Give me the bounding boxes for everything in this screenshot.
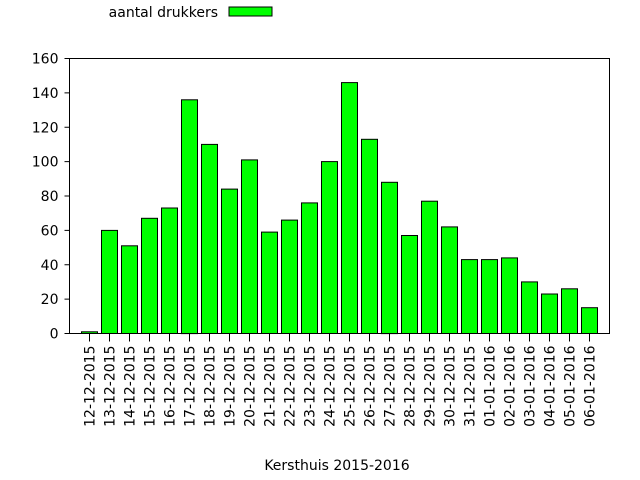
bar-28-12-2015 [401, 235, 418, 334]
bar-17-12-2015 [181, 99, 198, 335]
bar-04-01-2016 [541, 293, 558, 334]
bar-27-12-2015 [381, 181, 398, 335]
y-tick-label: 60 [41, 223, 59, 239]
bar-23-12-2015 [301, 202, 318, 334]
x-tick-label: 17-12-2015 [183, 346, 199, 427]
y-tick-label: 160 [32, 52, 59, 68]
bar-18-12-2015 [201, 143, 218, 334]
x-tick-label: 22-12-2015 [283, 346, 299, 427]
x-tick-label: 26-12-2015 [363, 346, 379, 427]
x-tick-label: 31-12-2015 [463, 346, 479, 427]
legend-label: aantal drukkers [109, 5, 218, 21]
y-tick-label: 140 [32, 86, 59, 102]
y-axis: 0 20 40 60 80 100 120 140 160 [32, 52, 70, 343]
x-axis: 12-12-2015 13-12-2015 14-12-2015 15-12-2015… [83, 333, 599, 427]
x-tick-label: 12-12-2015 [83, 346, 99, 427]
x-tick-label: 06-01-2016 [583, 345, 599, 426]
x-tick-label: 02-01-2016 [503, 345, 519, 426]
x-axis-title: Kersthuis 2015-2016 [264, 458, 409, 474]
x-tick-label: 23-12-2015 [303, 346, 319, 427]
bar-16-12-2015 [161, 207, 178, 334]
y-tick-label: 0 [50, 327, 59, 343]
bar-31-12-2015 [461, 259, 478, 335]
legend: aantal drukkers [109, 5, 273, 21]
x-tick-label: 21-12-2015 [263, 346, 279, 427]
x-tick-label: 24-12-2015 [323, 346, 339, 427]
bar-03-01-2016 [521, 281, 538, 334]
bar-13-12-2015 [101, 229, 118, 334]
x-tick-label: 28-12-2015 [403, 346, 419, 427]
bar-02-01-2016 [501, 257, 518, 334]
y-tick-label: 20 [41, 292, 59, 308]
bars-group [81, 82, 598, 335]
bar-06-01-2016 [581, 307, 598, 335]
x-tick-label: 05-01-2016 [563, 345, 579, 426]
x-tick-label: 16-12-2015 [163, 346, 179, 427]
bar-22-12-2015 [281, 219, 298, 335]
bar-20-12-2015 [241, 159, 258, 334]
y-tick-label: 40 [41, 258, 59, 274]
bar-14-12-2015 [121, 245, 138, 334]
bar-26-12-2015 [361, 138, 378, 334]
x-tick-label: 18-12-2015 [203, 346, 219, 427]
x-tick-label: 25-12-2015 [343, 346, 359, 427]
x-tick-label: 14-12-2015 [123, 346, 139, 427]
bar-05-01-2016 [561, 288, 578, 334]
x-tick-label: 13-12-2015 [103, 346, 119, 427]
bar-30-12-2015 [441, 226, 458, 334]
x-tick-label: 19-12-2015 [223, 346, 239, 427]
bar-19-12-2015 [221, 188, 238, 334]
legend-swatch [228, 6, 273, 17]
y-tick-label: 120 [32, 120, 59, 136]
bar-21-12-2015 [261, 231, 278, 335]
x-tick-label: 15-12-2015 [143, 346, 159, 427]
x-tick-label: 03-01-2016 [523, 345, 539, 426]
x-tick-label: 30-12-2015 [443, 346, 459, 427]
x-tick-label: 04-01-2016 [543, 345, 559, 426]
bar-25-12-2015 [341, 82, 358, 334]
bar-01-01-2016 [481, 259, 498, 335]
x-tick-label: 01-01-2016 [483, 345, 499, 426]
bar-24-12-2015 [321, 161, 338, 334]
y-tick-label: 100 [32, 155, 59, 171]
x-tick-label: 29-12-2015 [423, 346, 439, 427]
y-tick-label: 80 [41, 189, 59, 205]
plot-area [69, 58, 610, 334]
bar-15-12-2015 [141, 217, 158, 334]
x-tick-label: 20-12-2015 [243, 346, 259, 427]
bar-29-12-2015 [421, 200, 438, 334]
x-tick-label: 27-12-2015 [383, 346, 399, 427]
